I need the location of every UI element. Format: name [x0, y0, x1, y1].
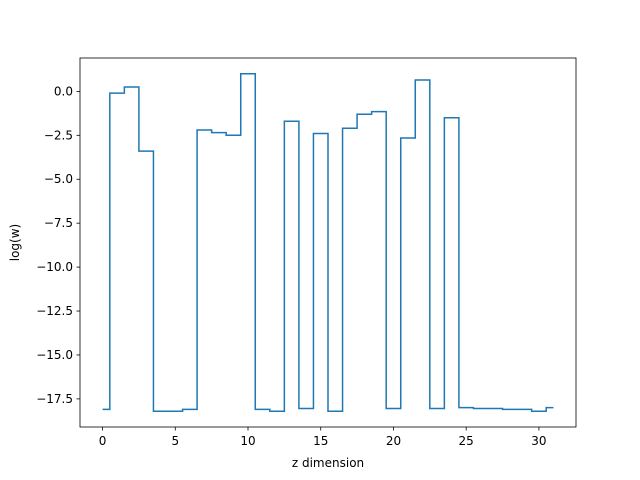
- series-line-0: [102, 73, 554, 412]
- y-tick-label: −12.5: [36, 304, 73, 318]
- x-tick-label: 10: [240, 434, 255, 448]
- x-tick-label: 25: [459, 434, 474, 448]
- y-tick-label: −10.0: [36, 260, 73, 274]
- x-tick-label: 30: [531, 434, 546, 448]
- x-axis: 0 5 10 15 20 25 30: [99, 427, 547, 448]
- x-axis-label: z dimension: [292, 456, 364, 470]
- y-tick-label: −5.0: [44, 172, 73, 186]
- y-tick-label: −17.5: [36, 392, 73, 406]
- y-axis-label: log(w): [8, 224, 22, 261]
- y-tick-label: −7.5: [44, 216, 73, 230]
- plot-area-frame: [79, 57, 577, 428]
- x-tick-label: 20: [386, 434, 401, 448]
- y-tick-label: 0.0: [54, 84, 73, 98]
- series-layer: [102, 73, 554, 412]
- x-tick-label: 0: [99, 434, 107, 448]
- x-tick-label: 15: [313, 434, 328, 448]
- y-tick-label: −2.5: [44, 128, 73, 142]
- y-axis: 0.0 −2.5 −5.0 −7.5 −10.0 −12.5 −15.0 −17.5: [36, 84, 80, 406]
- y-tick-label: −15.0: [36, 348, 73, 362]
- x-tick-label: 5: [171, 434, 179, 448]
